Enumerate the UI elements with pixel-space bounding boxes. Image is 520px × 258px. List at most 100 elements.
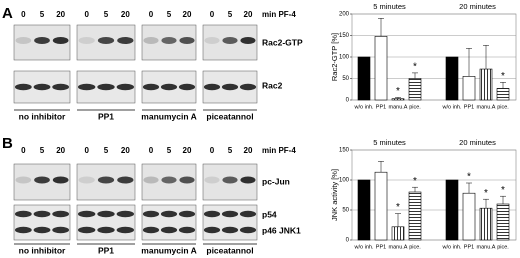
blot-band bbox=[116, 210, 135, 218]
blot-strip bbox=[13, 204, 71, 241]
blot-band bbox=[178, 210, 196, 218]
band-label: Rac2 bbox=[262, 80, 283, 90]
blot-band bbox=[14, 226, 32, 234]
y-axis-label: Rac2-GTP [%] bbox=[330, 33, 339, 81]
y-tick-label: 200 bbox=[339, 12, 350, 18]
group-title: 20 minutes bbox=[459, 2, 496, 11]
time-label: 0 bbox=[149, 146, 154, 155]
blot-band bbox=[142, 210, 160, 218]
group-label: no inhibitor bbox=[19, 245, 66, 255]
bar bbox=[391, 98, 405, 101]
blot-band bbox=[143, 37, 159, 44]
significance-mark: * bbox=[501, 185, 505, 196]
blot-band bbox=[77, 83, 96, 91]
x-tick-label: pice. bbox=[497, 104, 509, 110]
time-label: 20 bbox=[121, 146, 130, 155]
blot-band bbox=[15, 37, 32, 44]
time-label: 0 bbox=[21, 10, 26, 19]
group-label: piceatannol bbox=[206, 111, 253, 121]
time-label: 0 bbox=[21, 146, 26, 155]
significance-mark: * bbox=[484, 188, 488, 199]
blot-band bbox=[97, 176, 115, 184]
time-label: 5 bbox=[104, 146, 109, 155]
y-tick-label: 50 bbox=[342, 208, 349, 214]
time-label: 20 bbox=[56, 146, 65, 155]
blot-band bbox=[142, 83, 160, 91]
x-tick-label: pice. bbox=[409, 244, 421, 250]
y-tick-label: 150 bbox=[339, 33, 350, 39]
group-title: 20 minutes bbox=[459, 138, 496, 147]
significance-mark: * bbox=[413, 62, 417, 73]
group-label: piceatannol bbox=[206, 245, 253, 255]
group-label: PP1 bbox=[98, 111, 114, 121]
blot-strip bbox=[202, 204, 258, 241]
blot-band bbox=[116, 83, 135, 91]
blot-band bbox=[204, 37, 220, 44]
x-tick-label: w/o inh. bbox=[354, 104, 374, 110]
blot-band bbox=[161, 37, 177, 44]
blot-band bbox=[97, 226, 115, 234]
time-label: 5 bbox=[167, 146, 172, 155]
blot-band bbox=[14, 83, 32, 91]
time-label: 5 bbox=[228, 10, 233, 19]
blot-band bbox=[142, 226, 160, 234]
blot-band bbox=[221, 83, 239, 91]
x-tick-label: w/o inh. bbox=[354, 244, 374, 250]
time-label: 5 bbox=[104, 10, 109, 19]
y-tick-label: 0 bbox=[346, 98, 350, 104]
blot-band bbox=[33, 226, 51, 234]
band-label: Rac2-GTP bbox=[262, 37, 303, 47]
blot-band bbox=[240, 176, 256, 184]
y-tick-label: 100 bbox=[339, 55, 350, 61]
blot-band bbox=[160, 226, 178, 234]
blot-band bbox=[203, 83, 221, 91]
time-label: 20 bbox=[244, 10, 253, 19]
blot-band bbox=[117, 176, 134, 184]
y-tick-label: 150 bbox=[339, 148, 350, 154]
time-label: 20 bbox=[183, 10, 192, 19]
group-label: manumycin A bbox=[141, 245, 196, 255]
blot-band bbox=[14, 210, 32, 218]
blot-band bbox=[203, 226, 221, 234]
time-label: 20 bbox=[121, 10, 130, 19]
blot-band bbox=[116, 226, 135, 234]
significance-mark: * bbox=[396, 202, 400, 213]
blot-band bbox=[203, 210, 221, 218]
blot-band bbox=[143, 176, 159, 184]
blot-band bbox=[97, 210, 115, 218]
blot-band bbox=[97, 37, 115, 44]
blot-band bbox=[77, 226, 96, 234]
panel-label: B bbox=[2, 135, 13, 152]
x-tick-label: PP1 bbox=[464, 244, 474, 250]
x-tick-label: w/o inh. bbox=[442, 104, 462, 110]
group-title: 5 minutes bbox=[373, 138, 406, 147]
time-label: 0 bbox=[149, 10, 154, 19]
blot-band bbox=[160, 83, 178, 91]
x-tick-label: manu.A bbox=[389, 244, 408, 250]
blot-band bbox=[204, 176, 220, 184]
blot-band bbox=[34, 37, 50, 44]
blot-band bbox=[52, 210, 70, 218]
y-tick-label: 0 bbox=[346, 238, 350, 244]
y-tick-label: 100 bbox=[339, 178, 350, 184]
time-unit: min PF-4 bbox=[262, 146, 296, 155]
y-axis-label: JNK activity [%] bbox=[330, 169, 339, 221]
time-label: 0 bbox=[84, 10, 89, 19]
panel-label: A bbox=[2, 5, 13, 22]
bar bbox=[374, 171, 388, 241]
band-label: pc-Jun bbox=[262, 176, 290, 186]
bar bbox=[391, 226, 405, 241]
x-tick-label: PP1 bbox=[376, 244, 386, 250]
blot-band bbox=[160, 210, 178, 218]
bar bbox=[479, 68, 493, 101]
blot-band bbox=[222, 176, 238, 184]
significance-mark: * bbox=[396, 86, 400, 97]
blot-band bbox=[222, 37, 238, 44]
significance-mark: * bbox=[413, 176, 417, 187]
x-tick-label: manu.A bbox=[477, 244, 496, 250]
bar bbox=[408, 191, 422, 241]
blot-band bbox=[117, 37, 134, 44]
bar bbox=[496, 88, 510, 101]
time-label: 5 bbox=[228, 146, 233, 155]
blot-band bbox=[221, 210, 239, 218]
